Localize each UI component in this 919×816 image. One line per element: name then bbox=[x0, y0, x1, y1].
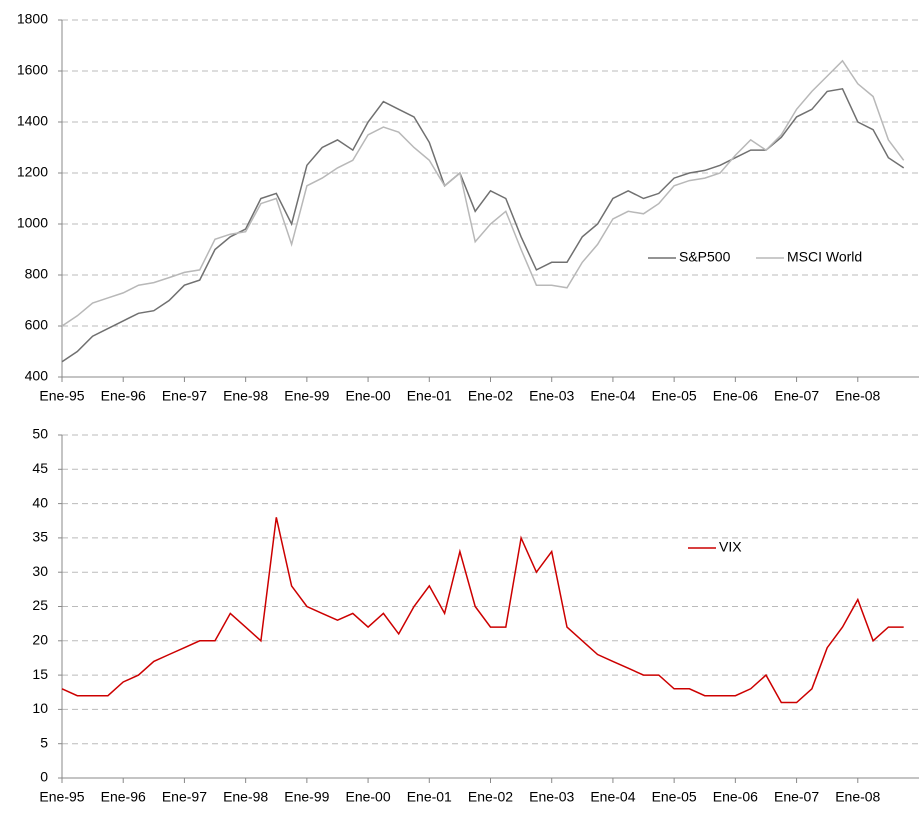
x-tick-label: Ene-06 bbox=[713, 388, 758, 404]
x-tick-label: Ene-97 bbox=[162, 789, 207, 805]
x-tick-label: Ene-04 bbox=[590, 789, 635, 805]
x-tick-label: Ene-01 bbox=[407, 789, 452, 805]
x-tick-label: Ene-95 bbox=[39, 388, 84, 404]
y-tick-label: 1600 bbox=[17, 62, 48, 78]
y-tick-label: 40 bbox=[32, 494, 48, 510]
y-tick-label: 10 bbox=[32, 700, 48, 716]
x-tick-label: Ene-99 bbox=[284, 789, 329, 805]
y-tick-label: 5 bbox=[40, 734, 48, 750]
y-tick-label: 1400 bbox=[17, 113, 48, 129]
x-tick-label: Ene-04 bbox=[590, 388, 635, 404]
x-tick-label: Ene-03 bbox=[529, 388, 574, 404]
y-tick-label: 800 bbox=[25, 266, 49, 282]
y-tick-label: 1200 bbox=[17, 164, 48, 180]
y-tick-label: 1000 bbox=[17, 215, 48, 231]
x-tick-label: Ene-08 bbox=[835, 789, 880, 805]
legend-label: VIX bbox=[719, 539, 742, 555]
x-tick-label: Ene-06 bbox=[713, 789, 758, 805]
legend-label: MSCI World bbox=[787, 249, 862, 265]
y-tick-label: 0 bbox=[40, 769, 48, 785]
x-tick-label: Ene-01 bbox=[407, 388, 452, 404]
x-tick-label: Ene-03 bbox=[529, 789, 574, 805]
legend-label: S&P500 bbox=[679, 249, 731, 265]
x-tick-label: Ene-96 bbox=[101, 388, 146, 404]
x-tick-label: Ene-00 bbox=[345, 789, 390, 805]
y-tick-label: 35 bbox=[32, 529, 48, 545]
x-tick-label: Ene-05 bbox=[652, 388, 697, 404]
series-line bbox=[61, 517, 904, 704]
x-tick-label: Ene-98 bbox=[223, 789, 268, 805]
x-tick-label: Ene-07 bbox=[774, 789, 819, 805]
y-tick-label: 50 bbox=[32, 426, 48, 442]
y-tick-label: 1800 bbox=[17, 11, 48, 27]
x-tick-label: Ene-05 bbox=[652, 789, 697, 805]
y-tick-label: 400 bbox=[25, 368, 49, 384]
y-tick-label: 20 bbox=[32, 632, 48, 648]
x-tick-label: Ene-95 bbox=[39, 789, 84, 805]
x-tick-label: Ene-00 bbox=[345, 388, 390, 404]
x-tick-label: Ene-99 bbox=[284, 388, 329, 404]
x-tick-label: Ene-98 bbox=[223, 388, 268, 404]
x-tick-label: Ene-07 bbox=[774, 388, 819, 404]
x-tick-label: Ene-08 bbox=[835, 388, 880, 404]
series-line bbox=[61, 87, 905, 363]
x-tick-label: Ene-02 bbox=[468, 789, 513, 805]
y-tick-label: 30 bbox=[32, 563, 48, 579]
x-tick-label: Ene-97 bbox=[162, 388, 207, 404]
y-tick-label: 45 bbox=[32, 460, 48, 476]
y-tick-label: 15 bbox=[32, 666, 48, 682]
y-tick-label: 600 bbox=[25, 317, 49, 333]
x-tick-label: Ene-02 bbox=[468, 388, 513, 404]
y-tick-label: 25 bbox=[32, 597, 48, 613]
x-tick-label: Ene-96 bbox=[101, 789, 146, 805]
series-line bbox=[61, 59, 905, 327]
